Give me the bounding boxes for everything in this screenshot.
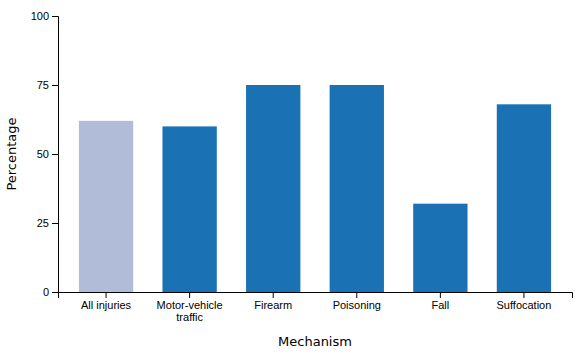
x-tick-label: Firearm [254, 299, 292, 311]
x-tick-label: All injuries [81, 299, 132, 311]
x-tick-label: Motor-vehicletraffic [157, 299, 223, 323]
y-tick-label: 50 [37, 148, 49, 160]
y-tick-mark [52, 154, 58, 155]
x-tick: Suffocation [497, 292, 552, 311]
y-axis-title: Percentage [4, 117, 19, 190]
y-tick-label: 75 [37, 79, 49, 91]
y-tick-label: 0 [43, 286, 49, 298]
x-tick: Motor-vehicletraffic [157, 292, 223, 323]
y-tick: 75 [37, 79, 58, 91]
axis-line [52, 17, 59, 293]
y-tick-label: 25 [37, 217, 49, 229]
bars [79, 85, 551, 292]
x-tick-mark [523, 292, 524, 298]
x-tick: Firearm [254, 292, 292, 311]
x-tick-label: Poisoning [333, 299, 381, 311]
x-tick: Poisoning [333, 292, 381, 311]
x-tick-mark [189, 292, 190, 298]
y-tick-mark [52, 85, 58, 86]
bar [330, 85, 384, 292]
y-tick-mark [52, 292, 58, 293]
x-tick-mark [356, 292, 357, 298]
chart-svg: All injuries Motor-vehicletraffic Firearm P… [0, 0, 588, 354]
y-tick: 50 [37, 148, 58, 160]
x-tick-mark [440, 292, 441, 298]
y-tick: 0 [43, 286, 58, 298]
y-tick: 100 [31, 10, 58, 22]
x-tick-label: Fall [431, 299, 449, 311]
x-axis-title: Mechanism [278, 334, 352, 349]
bar [497, 104, 551, 292]
bar [413, 204, 467, 292]
bar [162, 126, 216, 292]
bar [246, 85, 300, 292]
chart-container: All injuries Motor-vehicletraffic Firearm P… [0, 0, 588, 354]
bar [79, 121, 133, 292]
x-tick-mark [273, 292, 274, 298]
x-tick: All injuries [81, 292, 132, 311]
y-tick-mark [52, 16, 58, 17]
y-tick: 25 [37, 217, 58, 229]
x-axis: All injuries Motor-vehicletraffic Firearm P… [59, 292, 573, 323]
axis-line [59, 293, 573, 299]
x-tick-label: Suffocation [497, 299, 552, 311]
x-tick-mark [106, 292, 107, 298]
y-axis: 0 25 50 75 100 [31, 10, 59, 298]
x-tick: Fall [431, 292, 449, 311]
y-tick-mark [52, 223, 58, 224]
plot-area: All injuries Motor-vehicletraffic Firearm P… [31, 10, 573, 323]
y-tick-label: 100 [31, 10, 49, 22]
